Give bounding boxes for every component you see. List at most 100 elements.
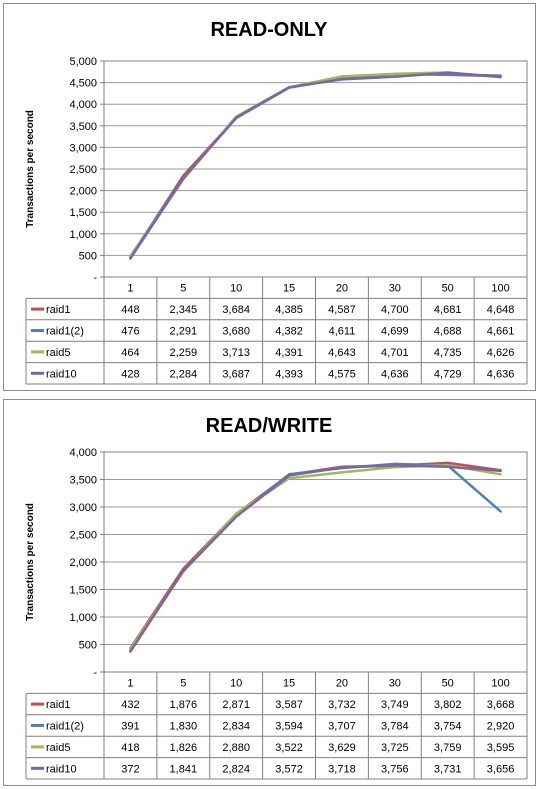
series-line-raid1 <box>129 72 502 259</box>
data-label: 1,841 <box>170 763 198 775</box>
data-label: 3,629 <box>328 742 356 754</box>
data-label: 2,291 <box>170 326 198 338</box>
series-line-raid5 <box>129 71 502 259</box>
data-label: 2,345 <box>170 304 198 316</box>
data-label: 4,735 <box>434 347 462 359</box>
data-label: 4,661 <box>487 326 515 338</box>
x-tick-label: 20 <box>336 678 348 690</box>
x-tick-label: 5 <box>180 678 186 690</box>
data-point-raid10 <box>341 78 343 81</box>
x-tick-label: 50 <box>442 283 454 295</box>
legend-label-raid1: raid1 <box>46 304 70 316</box>
y-tick-label: 3,000 <box>69 142 97 154</box>
data-label: 3,594 <box>275 721 303 733</box>
x-tick-label: 5 <box>180 283 186 295</box>
data-label: 4,699 <box>381 326 409 338</box>
data-label: 4,729 <box>434 368 462 380</box>
legend-label-raid1(2): raid1(2) <box>46 721 84 733</box>
data-point-raid10 <box>446 71 449 74</box>
data-point-raid1(2) <box>446 73 449 76</box>
data-point-raid10 <box>235 515 237 518</box>
data-label: 432 <box>121 699 139 711</box>
y-tick-label: 5,000 <box>69 56 97 68</box>
data-point-raid10 <box>394 75 396 78</box>
chart-title: READ/WRITE <box>206 415 333 437</box>
data-label: 3,749 <box>381 699 409 711</box>
data-point-raid5 <box>288 477 290 480</box>
data-label: 4,382 <box>275 326 303 338</box>
data-label: 3,725 <box>381 742 409 754</box>
x-tick-label: 30 <box>389 678 401 690</box>
series-line-raid5 <box>129 464 502 651</box>
y-tick-label: 4,500 <box>69 78 97 90</box>
x-tick-label: 30 <box>389 283 401 295</box>
y-tick-label: 2,000 <box>69 186 97 198</box>
data-label: 3,680 <box>222 326 250 338</box>
y-tick-label: 1,500 <box>69 585 97 597</box>
data-label: 3,718 <box>328 763 356 775</box>
data-label: 4,385 <box>275 304 303 316</box>
data-label: 1,830 <box>170 721 198 733</box>
y-tick-label: 500 <box>79 640 97 652</box>
data-point-raid10 <box>235 116 237 119</box>
data-label: 4,626 <box>487 347 515 359</box>
data-label: 3,595 <box>487 742 515 754</box>
data-label: 4,681 <box>434 304 462 316</box>
y-axis-label: Transactions per second <box>25 503 36 621</box>
y-tick-label: 4,000 <box>69 447 97 459</box>
y-tick-label: 2,000 <box>69 557 97 569</box>
data-label: 2,824 <box>222 763 250 775</box>
data-label: 4,587 <box>328 304 356 316</box>
legend-label-raid5: raid5 <box>46 742 70 754</box>
data-label: 3,707 <box>328 721 356 733</box>
series-line-raid10 <box>129 71 502 260</box>
x-tick-label: 1 <box>127 283 133 295</box>
data-label: 3,756 <box>381 763 409 775</box>
chart-read-write-svg: READ/WRITE Transactions per second - 500 1,0… <box>25 415 528 780</box>
data-label: 2,880 <box>222 742 250 754</box>
data-point-raid5 <box>341 471 343 474</box>
x-tick-label: 15 <box>283 678 295 690</box>
data-label: 4,701 <box>381 347 409 359</box>
data-point-raid5 <box>394 73 396 75</box>
chart-read-only-svg: READ-ONLY Transactions per second - 500 1,00… <box>25 19 528 385</box>
data-label: 3,668 <box>487 699 515 711</box>
data-point-raid10 <box>182 177 185 180</box>
y-tick-label: 2,500 <box>69 530 97 542</box>
y-tick-label: 3,500 <box>69 475 97 487</box>
data-label: 2,284 <box>170 368 198 380</box>
chart-read-write: READ/WRITE Transactions per second - 500 1,0… <box>3 399 536 786</box>
data-label: 4,688 <box>434 326 462 338</box>
x-tick-label: 50 <box>442 678 454 690</box>
data-label: 3,784 <box>381 721 409 733</box>
data-label: 3,587 <box>275 699 303 711</box>
data-label: 3,732 <box>328 699 356 711</box>
y-tick-label: 1,500 <box>69 207 97 219</box>
data-label: 3,713 <box>222 347 250 359</box>
x-tick-label: 20 <box>336 283 348 295</box>
chart-read-only: READ-ONLY Transactions per second - 500 1,00… <box>3 3 536 391</box>
series-line-raid10 <box>129 464 502 653</box>
y-tick-label: 500 <box>79 250 97 262</box>
series-line-raid1(2) <box>129 462 502 652</box>
data-label: 3,572 <box>275 763 303 775</box>
legend-label-raid10: raid10 <box>46 763 77 775</box>
y-tick-label: - <box>93 667 97 679</box>
data-point-raid10 <box>288 86 290 89</box>
data-label: 4,393 <box>275 368 303 380</box>
x-tick-label: 10 <box>230 283 242 295</box>
data-label: 4,648 <box>487 304 515 316</box>
data-label: 4,611 <box>329 326 356 338</box>
data-point-raid10 <box>341 466 343 469</box>
legend-label-raid1(2): raid1(2) <box>46 326 84 338</box>
data-label: 3,687 <box>222 368 250 380</box>
data-point-raid5 <box>341 75 343 78</box>
data-label: 3,522 <box>275 742 303 754</box>
series-line-raid1(2) <box>129 72 502 258</box>
data-label: 4,700 <box>381 304 409 316</box>
data-point-raid10 <box>499 470 502 472</box>
data-point-raid10 <box>182 569 185 572</box>
data-label: 4,643 <box>328 347 356 359</box>
data-label: 391 <box>121 721 139 733</box>
y-axis-label: Transactions per second <box>25 110 36 228</box>
